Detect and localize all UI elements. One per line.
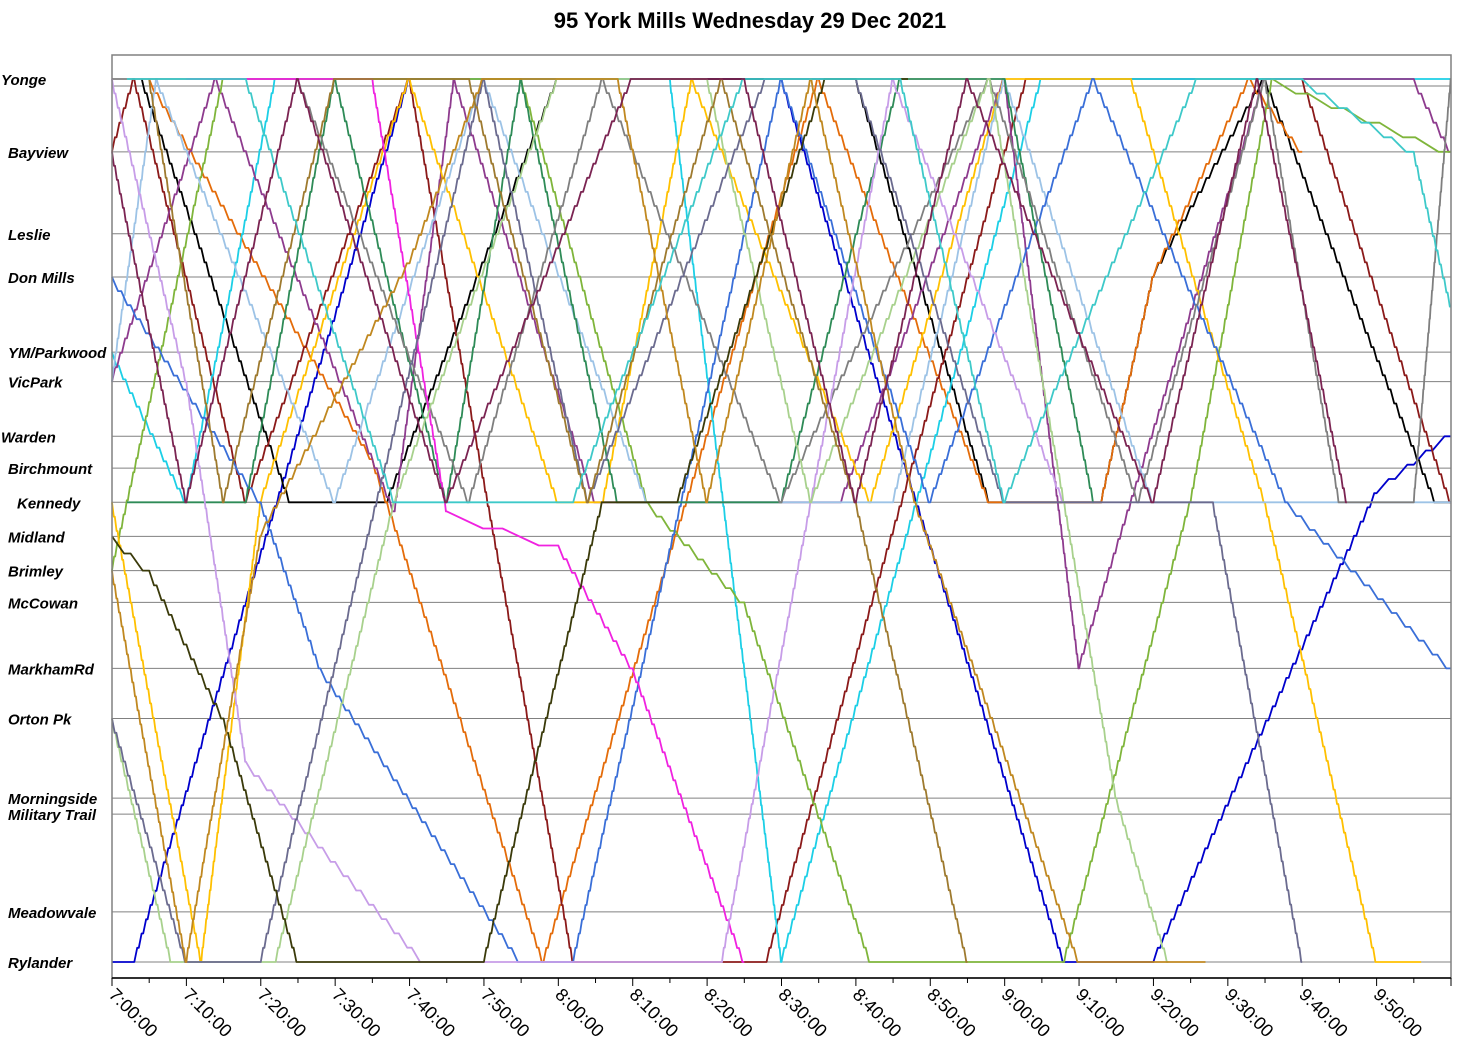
tick-label-layer: 7:00:00 7:10:00 7:20:00 7:30:00 7:40:00 7:50:… <box>105 984 1426 1041</box>
vehicle-run-line <box>111 78 1206 963</box>
vehicle-run-line <box>186 78 745 963</box>
x-tick-label: 9:00:00 <box>998 984 1055 1041</box>
x-tick-label: 9:30:00 <box>1221 984 1278 1041</box>
stop-label: VicPark <box>8 375 63 392</box>
stop-label: McCowan <box>8 595 78 612</box>
stop-label: Leslie <box>8 227 51 244</box>
x-tick-label: 8:10:00 <box>626 984 683 1041</box>
series-layer <box>111 78 1452 963</box>
stop-label: Warden <box>1 429 56 446</box>
stop-label: Orton Pk <box>8 711 72 728</box>
stop-label-layer: Yonge Bayview Leslie Don Mills YM/Parkwood Vi… <box>1 72 107 972</box>
vehicle-run-line <box>126 78 1451 504</box>
vehicle-run-line <box>148 78 1303 963</box>
grid-layer <box>112 78 1451 963</box>
stop-label: Birchmount <box>8 461 93 478</box>
stop-label: Kennedy <box>17 495 81 512</box>
stop-label: Don Mills <box>8 270 75 287</box>
vehicle-run-line <box>111 78 1451 963</box>
stop-label: MarkhamRd <box>8 661 95 678</box>
x-tick-label: 9:20:00 <box>1146 984 1203 1041</box>
x-tick-label: 8:50:00 <box>923 984 980 1041</box>
x-tick-label: 9:10:00 <box>1072 984 1129 1041</box>
x-tick-label: 8:20:00 <box>700 984 757 1041</box>
x-tick-label: 9:50:00 <box>1370 984 1427 1041</box>
x-tick-label: 7:30:00 <box>328 984 385 1041</box>
vehicle-run-line <box>111 78 1451 504</box>
x-tick-label: 8:00:00 <box>551 984 608 1041</box>
stop-label: Bayview <box>8 145 69 162</box>
vehicle-run-line <box>111 78 1347 504</box>
chart-title: 95 York Mills Wednesday 29 Dec 2021 <box>553 8 947 33</box>
stop-label: Military Trail <box>8 807 97 824</box>
vehicle-run-line <box>111 78 908 963</box>
x-tick-label: 7:50:00 <box>477 984 534 1041</box>
stop-label: Yonge <box>1 72 46 89</box>
vehicle-run-line <box>112 78 1451 963</box>
axis-layer <box>111 54 1452 986</box>
x-tick-label: 7:10:00 <box>179 984 236 1041</box>
stop-label: Meadowvale <box>8 905 96 922</box>
stop-label: Midland <box>8 529 65 546</box>
vehicle-run-line <box>111 78 1451 963</box>
x-tick-label: 7:00:00 <box>105 984 162 1041</box>
vehicle-run-line <box>111 78 1451 963</box>
vehicle-run-line <box>111 78 1422 963</box>
x-tick-label: 8:30:00 <box>774 984 831 1041</box>
x-tick-label: 9:40:00 <box>1295 984 1352 1041</box>
x-tick-label: 8:40:00 <box>849 984 906 1041</box>
stop-label: Rylander <box>8 955 73 972</box>
vehicle-run-line <box>111 78 1451 670</box>
x-tick-label: 7:20:00 <box>254 984 311 1041</box>
stop-label: Brimley <box>8 564 64 581</box>
stop-label: Morningside <box>8 791 97 808</box>
vehicle-run-line <box>111 78 1451 963</box>
x-tick-label: 7:40:00 <box>402 984 459 1041</box>
vehicle-run-line <box>148 78 968 963</box>
vehicle-run-line <box>111 78 1303 963</box>
vehicle-run-line <box>111 78 1065 963</box>
vehicle-run-line <box>111 78 1169 963</box>
vehicle-run-line <box>140 78 1451 504</box>
stop-label: YM/Parkwood <box>8 345 107 362</box>
